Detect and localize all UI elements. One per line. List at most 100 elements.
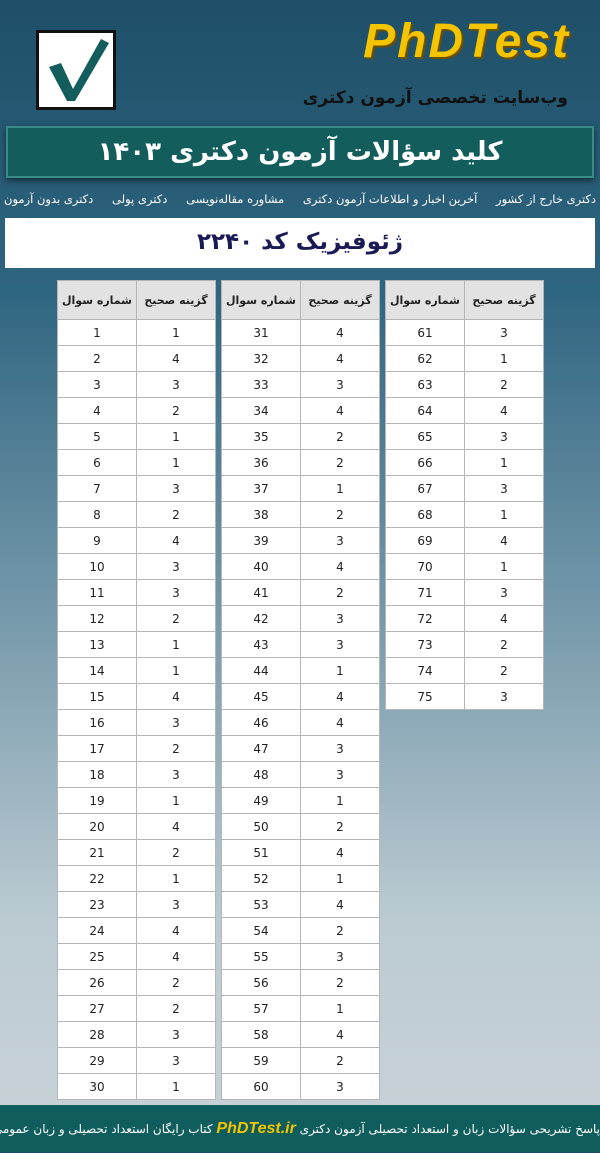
answer: 3 [136,891,216,918]
nav-item[interactable]: دکتری پولی [112,192,168,206]
answer: 2 [300,449,380,476]
nav-item[interactable]: مشاوره مقاله‌نویسی [186,192,285,206]
answer: 2 [136,735,216,762]
nav-item[interactable]: دکتری خارج از کشور [496,192,596,206]
answer: 4 [136,813,216,840]
question-number: 7 [57,475,137,502]
answer: 1 [464,553,544,580]
question-number: 61 [385,319,465,346]
answer: 4 [300,1021,380,1048]
question-number: 56 [221,969,301,996]
answer: 2 [136,969,216,996]
answer: 1 [136,865,216,892]
answer: 2 [300,1047,380,1074]
answer: 3 [136,371,216,398]
table-row: 19 1 [57,787,216,814]
question-number: 59 [221,1047,301,1074]
table-row: 40 4 [221,553,380,580]
answer: 3 [136,1047,216,1074]
table-row: 43 3 [221,631,380,658]
nav-item[interactable]: دکتری بدون آزمون [4,192,94,206]
table-row: 51 4 [221,839,380,866]
table-row: 61 3 [385,319,544,346]
site-subtitle: وب‌سایت تخصصی آزمون دکتری [302,88,568,108]
question-number: 45 [221,683,301,710]
table-row: 59 2 [221,1047,380,1074]
table-row: 72 4 [385,605,544,632]
table-row: 64 4 [385,397,544,424]
question-number: 5 [57,423,137,450]
question-number: 38 [221,501,301,528]
footer-text: کتاب رایگان استعداد تحصیلی و زبان عمومی [0,1122,213,1136]
answer: 4 [136,917,216,944]
answer: 3 [464,319,544,346]
table-row: 71 3 [385,579,544,606]
table-row: 27 2 [57,995,216,1022]
question-number: 33 [221,371,301,398]
answer: 4 [464,605,544,632]
table-row: 36 2 [221,449,380,476]
answer: 2 [136,839,216,866]
question-number: 39 [221,527,301,554]
table-header: شماره سوال گزینه صحیح [221,280,380,320]
answer: 2 [300,917,380,944]
question-number: 8 [57,501,137,528]
question-number: 3 [57,371,137,398]
question-number: 28 [57,1021,137,1048]
answer: 1 [300,787,380,814]
question-number: 35 [221,423,301,450]
answer-table: شماره سوال گزینه صحیح 1 1 2 4 3 3 4 2 5 1 6 1 7 3 8 2 9 4 10… [57,280,216,1100]
question-number: 44 [221,657,301,684]
nav-bar: دکتری بدون آزمون دکتری پولی مشاوره مقاله… [4,192,596,206]
answer: 1 [136,657,216,684]
table-row: 58 4 [221,1021,380,1048]
question-number: 58 [221,1021,301,1048]
table-row: 30 1 [57,1073,216,1100]
answer: 4 [136,345,216,372]
answer: 2 [464,657,544,684]
footer-banner[interactable]: پاسخ تشریحی سؤالات زبان و استعداد تحصیلی… [0,1105,600,1152]
answer: 4 [300,397,380,424]
question-number: 31 [221,319,301,346]
table-row: 25 4 [57,943,216,970]
table-row: 26 2 [57,969,216,996]
answer: 2 [136,501,216,528]
question-number: 22 [57,865,137,892]
checkmark-icon [49,39,109,101]
question-number: 34 [221,397,301,424]
answer: 3 [136,553,216,580]
table-row: 70 1 [385,553,544,580]
table-header: شماره سوال گزینه صحیح [385,280,544,320]
question-number: 65 [385,423,465,450]
answer: 4 [136,527,216,554]
answer-table: شماره سوال گزینه صحیح 61 3 62 1 63 2 64 4 65 3 66 1 67… [385,280,544,710]
answer: 3 [300,605,380,632]
table-row: 73 2 [385,631,544,658]
answer: 4 [300,683,380,710]
question-number: 66 [385,449,465,476]
brand-logo[interactable]: PhDTest [363,15,570,68]
footer-brand[interactable]: PhDTest.ir [216,1120,296,1137]
answer: 1 [300,475,380,502]
table-row: 50 2 [221,813,380,840]
table-row: 28 3 [57,1021,216,1048]
nav-item[interactable]: آخرین اخبار و اطلاعات آزمون دکتری [302,192,478,206]
answer: 4 [464,527,544,554]
table-row: 21 2 [57,839,216,866]
exam-title: ژئوفیزیک کد ۲۲۴۰ [5,218,595,268]
answer: 4 [136,943,216,970]
table-row: 37 1 [221,475,380,502]
question-number: 49 [221,787,301,814]
question-number: 42 [221,605,301,632]
table-row: 15 4 [57,683,216,710]
answer: 2 [300,579,380,606]
table-row: 62 1 [385,345,544,372]
table-row: 20 4 [57,813,216,840]
col-answer-header: گزینه صحیح [464,280,544,320]
answer: 1 [136,449,216,476]
question-number: 60 [221,1073,301,1100]
answer: 3 [464,579,544,606]
table-row: 65 3 [385,423,544,450]
